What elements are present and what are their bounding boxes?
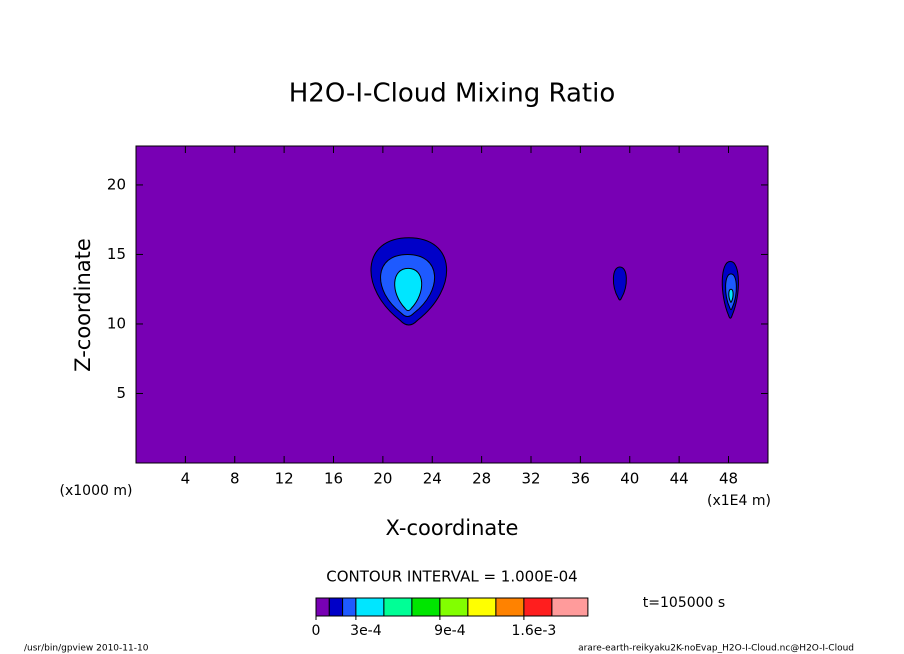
colorbar-box (383, 597, 413, 617)
x-axis-label: X-coordinate (386, 516, 519, 540)
contour-region (612, 266, 627, 301)
contour-region (728, 288, 734, 303)
colorbar-tick-label: 0 (312, 623, 321, 639)
x-tick-label: 28 (472, 470, 491, 488)
time-label: t=105000 s (643, 595, 725, 611)
x-tick-label: 32 (521, 470, 540, 488)
contour-interval: CONTOUR INTERVAL = 1.000E-04 (326, 568, 577, 586)
x-tick-label: 20 (373, 470, 392, 488)
y-unit-note: (x1000 m) (60, 483, 133, 499)
footer-right: arare-earth-reikyaku2K-noEvap_H2O-I-Clou… (578, 644, 854, 654)
plot-frame (135, 145, 769, 464)
y-tick-label: 10 (107, 314, 126, 332)
colorbar-tick-label: 3e-4 (350, 623, 382, 639)
colorbar-box (342, 597, 357, 617)
colorbar-box (439, 597, 469, 617)
x-tick-label: 12 (275, 470, 294, 488)
x-tick-label: 24 (423, 470, 442, 488)
y-tick-label: 5 (116, 384, 126, 402)
colorbar-tick-label: 9e-4 (434, 623, 466, 639)
x-tick-label: 44 (670, 470, 689, 488)
x-tick-label: 8 (230, 470, 240, 488)
x-unit-note: (x1E4 m) (707, 493, 771, 509)
colorbar-box (411, 597, 441, 617)
colorbar-box (355, 597, 385, 617)
y-axis-label: Z-coordinate (71, 238, 95, 372)
colorbar-tick-label: 1.6e-3 (511, 623, 556, 639)
colorbar-box (551, 597, 589, 617)
x-tick-label: 40 (620, 470, 639, 488)
colorbar-box (328, 597, 344, 617)
colorbar-box (495, 597, 525, 617)
y-tick-label: 20 (107, 175, 126, 193)
plot-background (136, 146, 768, 463)
footer-left: /usr/bin/gpview 2010-11-10 (24, 644, 149, 654)
x-tick-label: 36 (571, 470, 590, 488)
contour-region (394, 267, 423, 312)
x-tick-label: 48 (719, 470, 738, 488)
x-tick-label: 4 (181, 470, 191, 488)
y-tick-label: 15 (107, 245, 126, 263)
x-tick-label: 16 (324, 470, 343, 488)
chart-title: H2O-I-Cloud Mixing Ratio (289, 79, 616, 109)
colorbar-box (467, 597, 497, 617)
colorbar-box (315, 597, 330, 617)
colorbar-box (523, 597, 553, 617)
